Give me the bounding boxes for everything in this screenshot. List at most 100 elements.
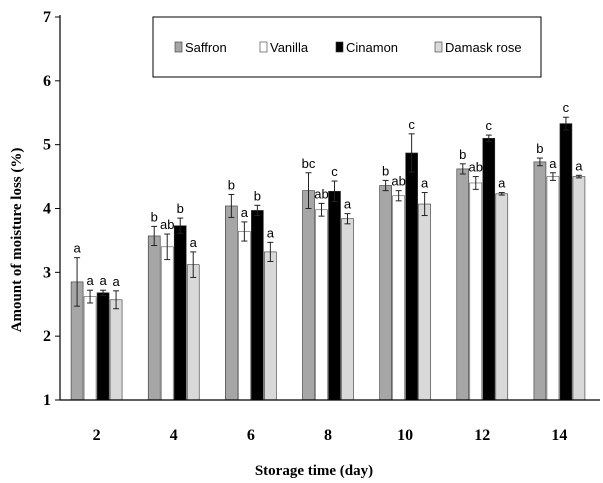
legend-label: Damask rose: [445, 40, 522, 55]
error-bar: [408, 133, 415, 173]
bar-vanilla: [315, 209, 328, 401]
x-tick-label: 4: [170, 427, 178, 444]
significance-label: a: [86, 273, 94, 288]
x-tick-label: 2: [93, 427, 101, 444]
bars-layer: [70, 116, 586, 401]
significance-label: ab: [391, 174, 405, 189]
y-axis-title: Amount of moisture loss (%): [9, 148, 25, 333]
significance-label: a: [549, 156, 557, 171]
significance-label: ab: [314, 186, 328, 201]
error-bar: [74, 257, 81, 307]
significance-label: a: [99, 273, 107, 288]
error-bar: [344, 213, 351, 225]
error-bar: [177, 217, 184, 234]
significance-label: b: [228, 177, 235, 192]
bar-cinamon: [328, 190, 341, 401]
legend-item: Cinamon: [335, 40, 398, 55]
error-bar: [536, 157, 543, 167]
bar-cinamon: [405, 152, 418, 401]
significance-label: b: [536, 141, 543, 156]
error-bar: [190, 251, 197, 278]
bar-damask-rose: [109, 299, 123, 401]
error-bar: [267, 241, 274, 262]
legend-label: Cinamon: [346, 40, 398, 55]
significance-label: c: [563, 100, 570, 115]
significance-label: ab: [469, 160, 483, 175]
bar-saffron: [533, 161, 547, 401]
significance-label: b: [459, 147, 466, 162]
legend-swatch: [259, 41, 268, 53]
bar-damask-rose: [495, 193, 509, 401]
y-tick-label: 4: [43, 201, 51, 218]
legend-label: Vanilla: [270, 40, 309, 55]
significance-label: a: [190, 235, 198, 250]
error-bar: [241, 221, 248, 242]
error-bar: [87, 289, 94, 304]
bar-vanilla: [160, 246, 174, 401]
y-tick-label: 2: [43, 328, 51, 345]
significance-label: a: [112, 274, 120, 289]
significance-label: ab: [160, 217, 174, 232]
bar-cinamon: [482, 137, 496, 401]
bar-saffron: [302, 190, 315, 401]
error-bar: [254, 204, 261, 217]
significance-label: a: [73, 241, 81, 256]
legend-box: [152, 16, 542, 78]
significance-label: c: [331, 164, 338, 179]
significance-label: a: [575, 158, 583, 173]
bar-vanilla: [392, 195, 405, 401]
legend-swatch: [335, 41, 344, 53]
significance-label: b: [382, 163, 389, 178]
legend-label: Saffron: [185, 40, 227, 55]
bar-saffron: [147, 235, 161, 401]
error-bar: [305, 172, 312, 209]
significance-label: a: [267, 225, 275, 240]
error-bar: [382, 179, 389, 192]
error-bar: [318, 202, 325, 217]
bar-vanilla: [238, 231, 251, 401]
bar-damask-rose: [264, 251, 277, 401]
x-tick-label: 6: [247, 427, 255, 444]
error-bar: [485, 134, 492, 142]
bar-cinamon: [96, 292, 110, 401]
significance-label: b: [254, 188, 261, 203]
error-bar: [228, 193, 235, 218]
bar-cinamon: [251, 210, 264, 401]
y-tick-label: 7: [43, 9, 51, 26]
significance-label: b: [151, 209, 158, 224]
x-axis-title: Storage time (day): [255, 463, 373, 479]
error-bar: [331, 180, 338, 202]
y-tick-label: 5: [43, 137, 51, 154]
significance-label: a: [421, 176, 429, 191]
error-bar: [575, 174, 582, 179]
legend-swatch: [174, 41, 183, 53]
error-bar: [498, 192, 505, 196]
error-bar: [459, 163, 466, 175]
x-tick-label: 12: [474, 427, 490, 444]
error-bar: [562, 116, 569, 131]
y-tick-label: 1: [43, 392, 51, 409]
significance-label: a: [498, 176, 506, 191]
significance-label: c: [408, 117, 415, 132]
legend-item: Damask rose: [434, 40, 522, 55]
significance-label: c: [486, 118, 493, 133]
bar-vanilla: [546, 176, 560, 401]
legend-item: Saffron: [174, 40, 227, 55]
x-tick-label: 14: [551, 427, 567, 444]
error-bar: [100, 289, 107, 296]
significance-label: a: [344, 197, 352, 212]
error-bar: [395, 190, 402, 202]
error-bar: [549, 172, 556, 181]
bar-saffron: [225, 205, 238, 401]
bar-saffron: [379, 185, 392, 401]
bar-damask-rose: [572, 176, 586, 401]
error-bar: [151, 225, 158, 247]
bar-cinamon: [173, 225, 187, 401]
bar-damask-rose: [418, 203, 431, 401]
bar-cinamon: [559, 123, 573, 401]
significance-label: a: [241, 205, 249, 220]
error-bar: [164, 233, 171, 261]
y-tick-label: 3: [43, 264, 51, 281]
